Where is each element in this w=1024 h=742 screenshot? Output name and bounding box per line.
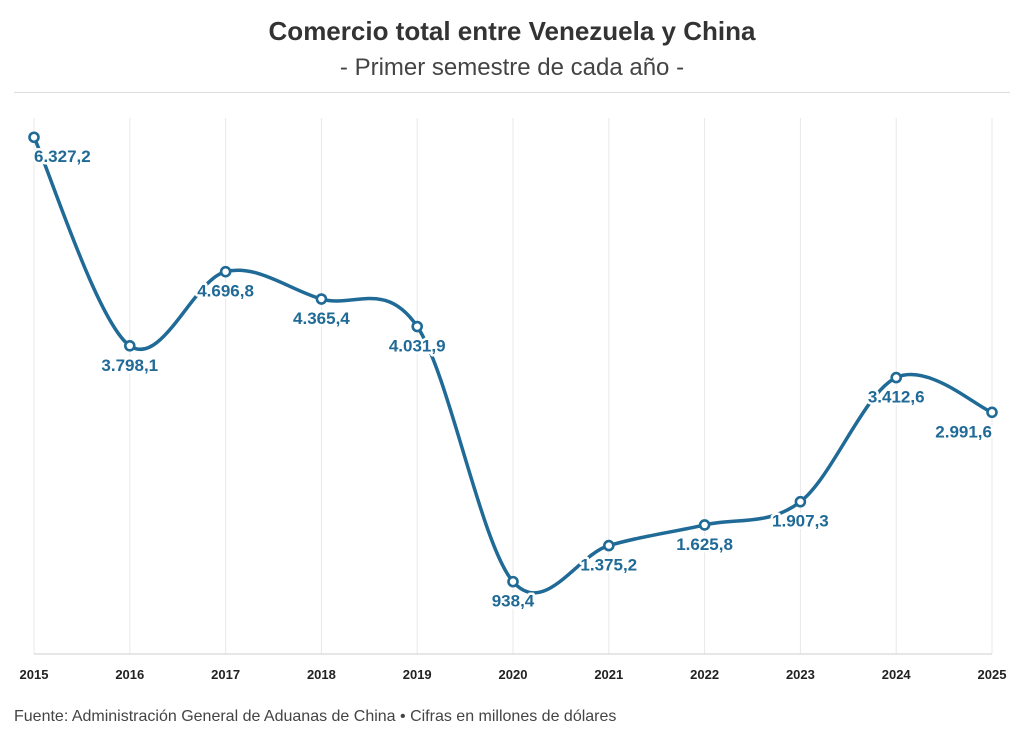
series-line-group — [32, 135, 994, 595]
x-tick-2018: 2018 — [307, 667, 336, 682]
data-point-2017 — [219, 265, 232, 278]
data-point-2020 — [507, 575, 519, 588]
x-tick-2019: 2019 — [403, 667, 432, 682]
data-label-2015: 6.327,2 — [34, 147, 91, 166]
series-line — [32, 135, 994, 595]
x-tick-2022: 2022 — [690, 667, 719, 682]
data-label-2019: 4.031,9 — [389, 337, 446, 356]
x-tick-2025: 2025 — [978, 667, 1007, 682]
data-label-2018: 4.365,4 — [293, 309, 350, 328]
data-label-2020: 938,4 — [492, 592, 535, 611]
data-label-2025: 2.991,6 — [935, 422, 992, 441]
chart-subtitle: - Primer semestre de cada año - — [339, 54, 685, 81]
data-point-2025 — [986, 406, 998, 419]
x-tick-2024: 2024 — [882, 667, 912, 682]
x-tick-2015: 2015 — [20, 667, 49, 682]
chart-title: Comercio total entre Venezuela y China — [268, 16, 756, 46]
data-point-2016 — [124, 340, 136, 352]
source-note: Fuente: Administración General de Aduana… — [14, 708, 617, 725]
x-tick-2017: 2017 — [211, 667, 240, 682]
data-point-2022 — [698, 519, 711, 531]
data-label-2017: 4.696,8 — [197, 282, 254, 301]
data-label-2016: 3.798,1 — [101, 356, 158, 375]
x-tick-2021: 2021 — [594, 667, 623, 682]
data-point-2018 — [315, 293, 328, 305]
data-point-2019 — [411, 320, 424, 333]
data-labels: 6.327,2 3.798,1 4.696,8 4.365,4 4.031,9 938,4… — [32, 145, 995, 613]
data-points — [28, 131, 998, 588]
title-divider — [14, 92, 1010, 93]
x-tick-2020: 2020 — [499, 667, 528, 682]
data-point-2024 — [890, 371, 903, 384]
data-point-2021 — [602, 539, 615, 552]
x-tick-2023: 2023 — [786, 667, 815, 682]
data-label-2022: 1.625,8 — [676, 535, 733, 554]
data-point-2023 — [794, 495, 807, 508]
x-tick-2016: 2016 — [115, 667, 144, 682]
data-label-2021: 1.375,2 — [580, 556, 637, 575]
grid-lines — [33, 118, 993, 655]
data-label-2023: 1.907,3 — [772, 512, 829, 531]
data-point-2015 — [28, 131, 40, 144]
data-label-2024: 3.412,6 — [868, 388, 925, 407]
x-axis-ticks: 2015 2016 2017 2018 2019 2020 2021 2022 2023 2024… — [20, 667, 1007, 682]
